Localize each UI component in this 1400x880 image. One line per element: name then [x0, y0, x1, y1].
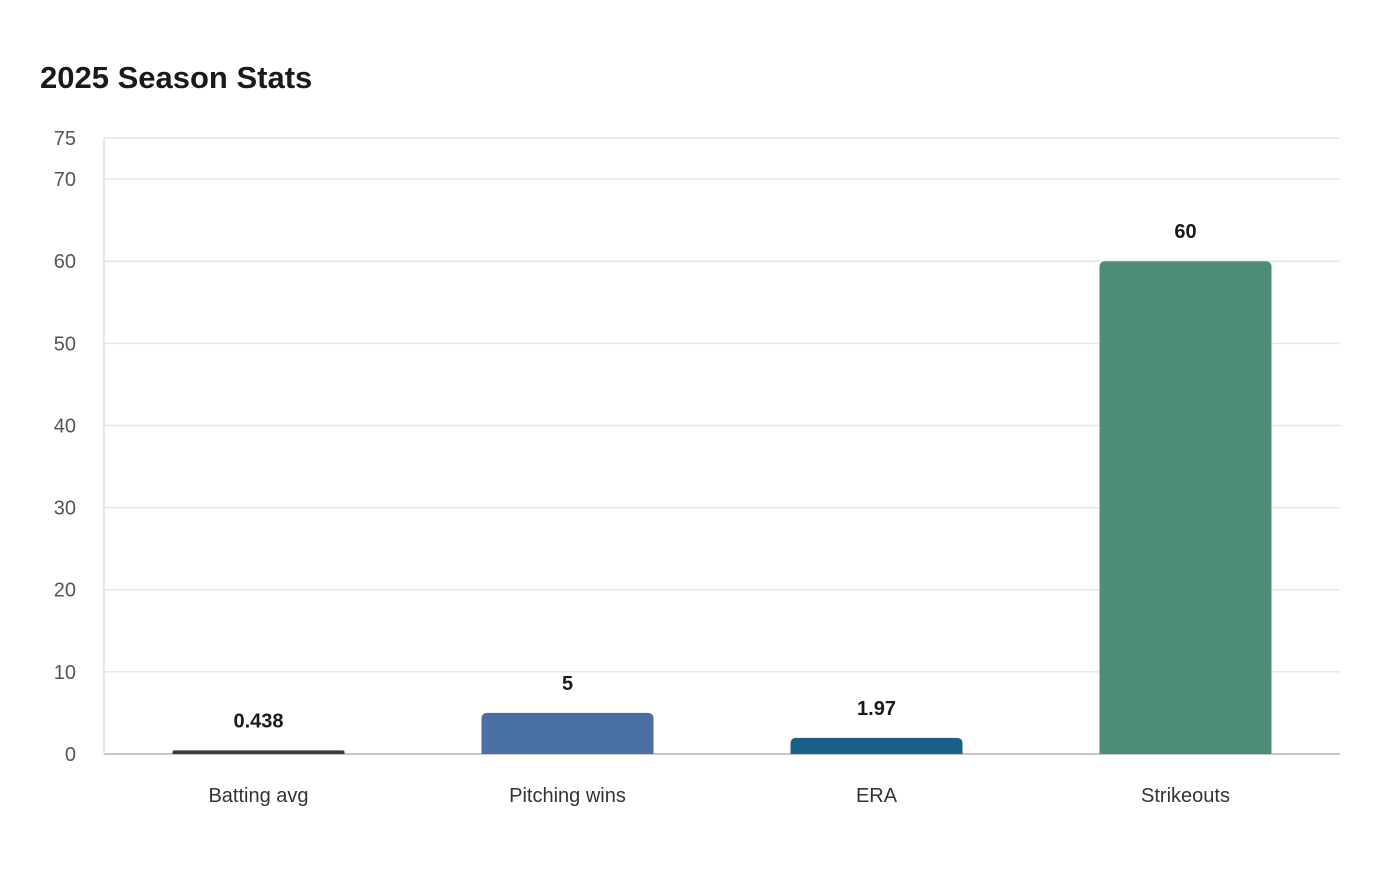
- y-tick-label: 70: [54, 169, 76, 191]
- bar-value-label: 1.97: [857, 698, 896, 720]
- x-category-label: Strikeouts: [1141, 785, 1230, 807]
- bar-value-label: 5: [562, 673, 573, 695]
- y-tick-label: 10: [54, 662, 76, 684]
- chart-title: 2025 Season Stats: [40, 60, 313, 95]
- y-tick-label: 20: [54, 580, 76, 602]
- bar-value-label: 0.438: [233, 710, 283, 732]
- y-tick-label: 0: [65, 744, 76, 766]
- labels: 0 10 20 30 40 50 60 70 75 0.438 Batting avg 5 Pitchi…: [54, 128, 1230, 807]
- x-category-label: Batting avg: [208, 785, 308, 807]
- x-category-label: Pitching wins: [509, 785, 626, 807]
- bar-strikeouts: [1099, 261, 1272, 754]
- bar-batting-avg: [172, 750, 345, 754]
- bar-era: [790, 737, 963, 754]
- y-tick-label: 40: [54, 415, 76, 437]
- y-tick-label: 75: [54, 128, 76, 150]
- bar-pitching-wins: [481, 712, 654, 754]
- y-tick-label: 50: [54, 333, 76, 355]
- y-tick-label: 30: [54, 498, 76, 520]
- bars: [172, 261, 1272, 754]
- x-category-label: ERA: [856, 785, 898, 807]
- grid-lines: [104, 137, 1340, 673]
- bar-value-label: 60: [1174, 221, 1196, 243]
- y-tick-label: 60: [54, 251, 76, 273]
